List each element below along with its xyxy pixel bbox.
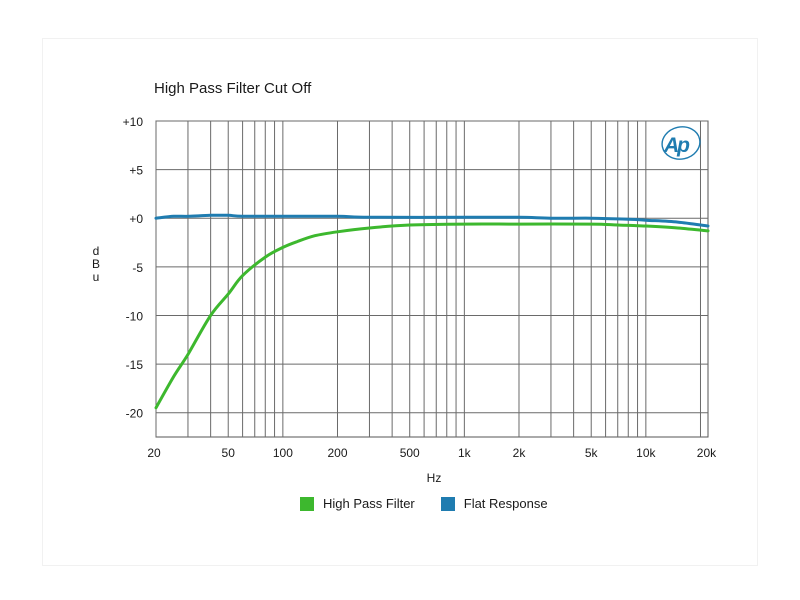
x-tick-label: 200 [327,446,347,460]
y-tick-label: -15 [126,358,144,372]
audio-precision-logo: Ap [661,126,701,160]
legend-swatch-green [300,496,314,511]
legend-swatch-blue [440,496,455,511]
chart-frame [42,38,758,566]
x-tick-label: 10k [636,446,656,460]
x-tick-label: 20k [697,446,717,460]
x-tick-label: 20 [147,446,161,460]
x-tick-label: 500 [400,446,420,460]
legend-label-high-pass-filter: High Pass Filter [323,496,415,511]
legend-item-flat-response: Flat Response [440,496,548,511]
y-tick-label: +10 [123,115,144,129]
x-tick-label: 50 [222,446,236,460]
y-tick-label: -5 [132,261,143,275]
y-tick-label: -10 [126,309,144,323]
y-tick-label: +0 [129,212,143,226]
legend-label-flat-response: Flat Response [463,496,548,511]
x-tick-label: 1k [458,446,472,460]
x-tick-label: 5k [585,446,599,460]
x-tick-label: 100 [273,446,293,460]
y-tick-label: +5 [129,164,143,178]
x-tick-label: 2k [513,446,527,460]
x-tick-labels: 20 50 100 200 500 1k 2k 5k 10k 20k [147,446,717,460]
plot-area [155,120,709,438]
y-axis-label-char: B [92,257,100,271]
series-line-flat-response [154,213,710,228]
legend: High Pass Filter Flat Response [300,496,548,511]
y-axis-label-char: d [93,244,100,258]
y-tick-label: -20 [126,407,144,421]
svg-text:Ap: Ap [663,134,690,157]
chart-title: High Pass Filter Cut Off [154,80,312,97]
x-axis-label: Hz [427,471,442,485]
y-tick-labels: +10 +5 +0 -5 -10 -15 -20 [123,115,144,421]
legend-item-high-pass-filter: High Pass Filter [300,496,415,511]
series-lines [154,213,710,410]
axis-labels: Hz dBu [92,244,441,485]
y-axis-label-char: u [93,270,100,284]
series-line-high-pass-filter [154,222,710,410]
